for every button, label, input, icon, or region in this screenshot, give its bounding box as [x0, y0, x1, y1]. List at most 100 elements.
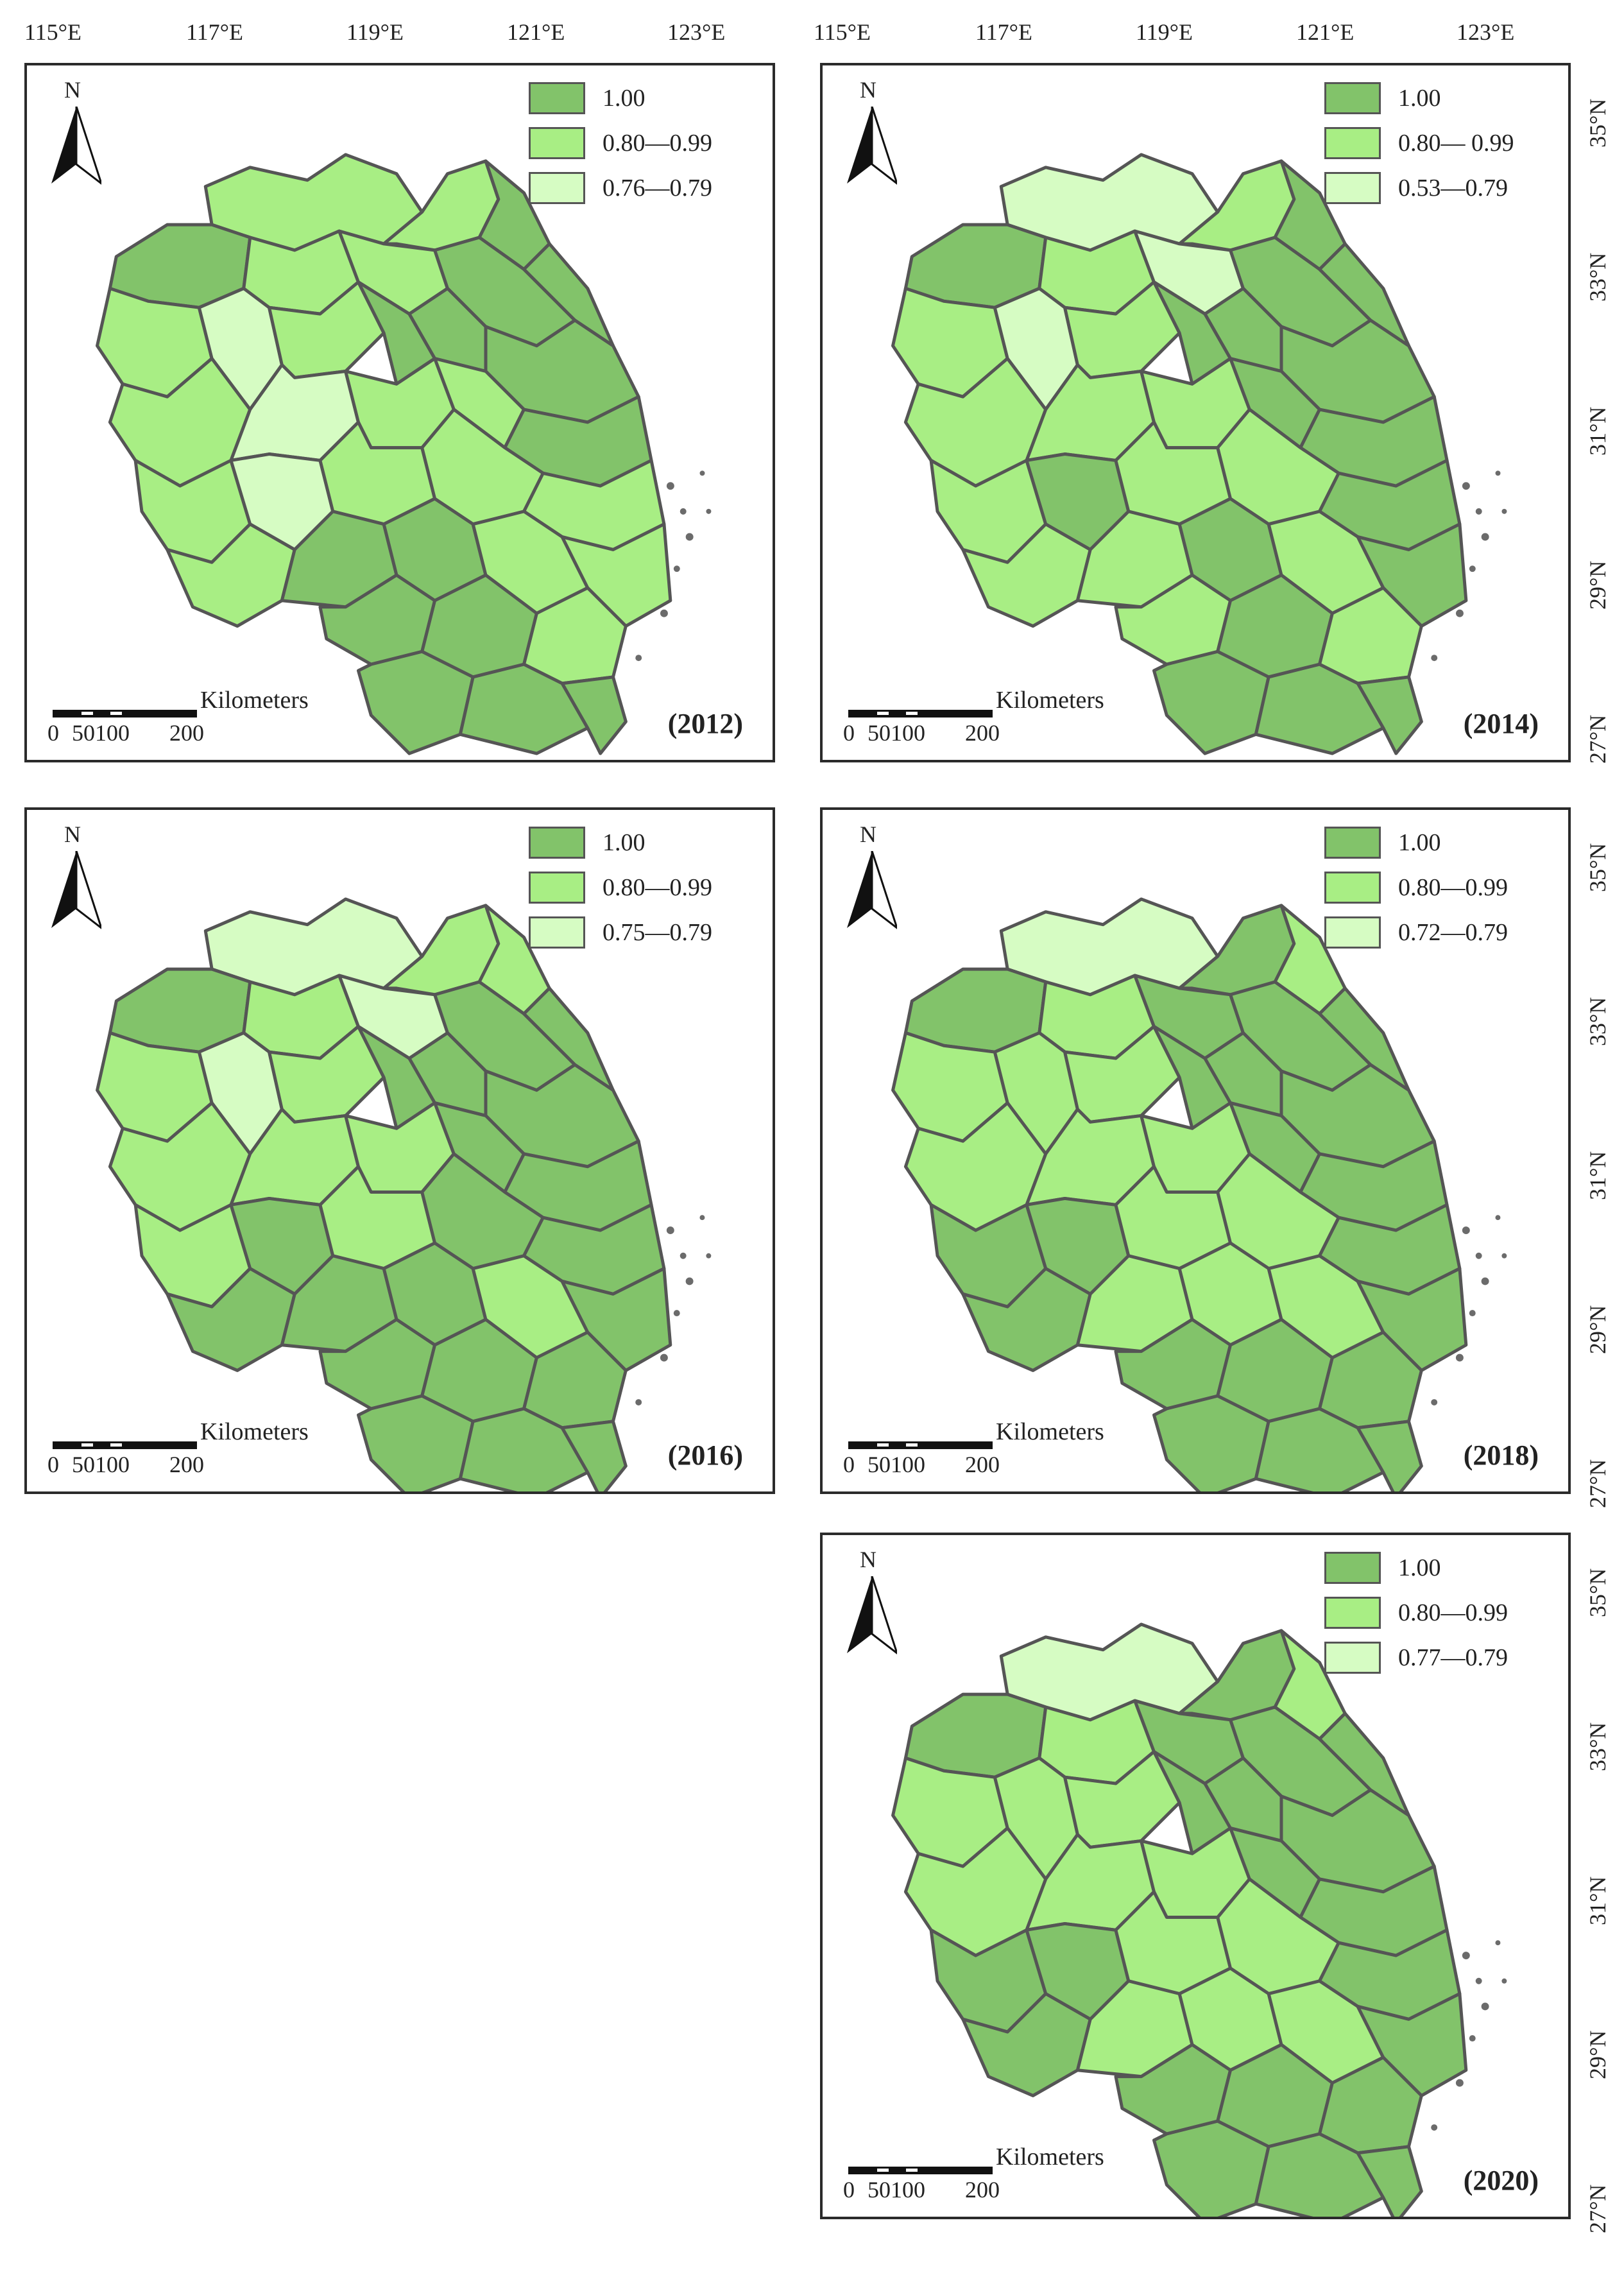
scale-unit: Kilometers — [996, 687, 1104, 714]
legend-label: 1.00 — [603, 85, 645, 112]
north-arrow-icon — [847, 107, 897, 185]
scale-unit: Kilometers — [200, 687, 309, 714]
legend-item: 0.72—0.79 — [1324, 911, 1555, 956]
scale-bar-line — [53, 1441, 197, 1449]
latitude-label: 33°N — [1585, 252, 1611, 302]
legend-label: 0.53—0.79 — [1398, 175, 1508, 202]
scale-bar: Kilometers 0 50100 200 — [843, 1411, 1208, 1477]
year-label: (2018) — [1463, 1439, 1539, 1471]
legend-item: 0.80— 0.99 — [1324, 122, 1555, 167]
legend-item: 1.00 — [529, 821, 760, 866]
legend-swatch — [1324, 1552, 1381, 1584]
north-arrow: N — [51, 77, 103, 205]
scale-label: 0 — [843, 1452, 855, 1477]
latitude-label: 33°N — [1585, 1722, 1611, 1771]
latitude-label: 31°N — [1585, 1876, 1611, 1925]
legend-label: 0.80—0.99 — [1398, 1599, 1508, 1626]
legend-label: 0.80—0.99 — [603, 874, 712, 901]
legend-swatch — [1324, 1597, 1381, 1629]
scale-bar-line — [848, 2167, 993, 2174]
choropleth-map — [96, 897, 712, 1491]
scale-label: 0 — [843, 2177, 855, 2203]
region-polygon — [458, 1407, 590, 1491]
region-polygon — [1254, 662, 1385, 755]
scale-label: 200 — [169, 720, 204, 746]
legend-swatch — [1324, 872, 1381, 904]
region-polygon — [1318, 1712, 1410, 1817]
legend-label: 0.75—0.79 — [603, 919, 712, 946]
scale-label: 50100 — [72, 720, 130, 746]
choropleth-map — [891, 153, 1507, 755]
scale-unit: Kilometers — [996, 2144, 1104, 2170]
legend-item: 0.53—0.79 — [1324, 167, 1555, 212]
north-arrow-icon — [51, 107, 101, 185]
scale-label: 0 — [47, 720, 59, 746]
legend-swatch — [529, 127, 585, 159]
north-arrow-icon — [51, 851, 101, 929]
longitude-label: 115°E — [24, 19, 82, 45]
scale-label: 200 — [965, 2177, 1000, 2203]
scale-label: 200 — [965, 720, 1000, 746]
legend: 1.00 0.80—0.99 0.75—0.79 — [529, 821, 760, 956]
longitude-label: 119°E — [346, 19, 404, 45]
longitude-label: 117°E — [975, 19, 1033, 45]
north-label: N — [860, 1547, 876, 1572]
scale-label: 50100 — [72, 1452, 130, 1477]
scale-label: 200 — [169, 1452, 204, 1477]
year-label: (2020) — [1463, 2165, 1539, 2196]
scale-label: 50100 — [868, 2177, 925, 2203]
region-polygon — [1356, 1420, 1423, 1491]
legend: 1.00 0.80—0.99 0.72—0.79 — [1324, 821, 1555, 956]
latitude-label: 27°N — [1585, 1459, 1611, 1508]
legend-label: 1.00 — [603, 829, 645, 856]
scale-bar-line — [53, 710, 197, 717]
legend-label: 1.00 — [1398, 1554, 1441, 1581]
legend-swatch — [1324, 916, 1381, 949]
legend-label: 0.72—0.79 — [1398, 919, 1508, 946]
latitude-label: 29°N — [1585, 2030, 1611, 2079]
map-panel-2014: N 1.00 0.80— 0.99 0.53—0.79 Kilometers 0… — [820, 63, 1571, 762]
latitude-label: 31°N — [1585, 406, 1611, 456]
legend-item: 0.80—0.99 — [529, 866, 760, 911]
north-arrow-icon — [847, 1576, 897, 1654]
legend-swatch — [1324, 1642, 1381, 1674]
latitude-label: 31°N — [1585, 1151, 1611, 1200]
north-arrow: N — [847, 821, 898, 950]
legend-item: 0.80—0.99 — [1324, 866, 1555, 911]
legend-label: 0.80—0.99 — [1398, 874, 1508, 901]
scale-unit: Kilometers — [996, 1418, 1104, 1445]
longitude-label: 119°E — [1136, 19, 1193, 45]
latitude-label: 35°N — [1585, 98, 1611, 148]
north-arrow: N — [847, 77, 898, 205]
legend-item: 1.00 — [529, 77, 760, 122]
scale-label: 0 — [843, 720, 855, 746]
legend-swatch — [529, 172, 585, 204]
longitude-label: 121°E — [507, 19, 565, 45]
region-polygon — [1254, 1407, 1385, 1491]
scale-bar-line — [848, 1441, 993, 1449]
region-polygon — [560, 675, 628, 755]
north-arrow: N — [847, 1547, 898, 1675]
scale-bar: Kilometers 0 50100 200 — [47, 1411, 412, 1477]
longitude-label: 115°E — [814, 19, 871, 45]
legend: 1.00 0.80—0.99 0.77—0.79 — [1324, 1547, 1555, 1681]
region-polygon — [458, 662, 590, 755]
legend-label: 0.77—0.79 — [1398, 1644, 1508, 1671]
legend: 1.00 0.80—0.99 0.76—0.79 — [529, 77, 760, 212]
north-label: N — [860, 77, 876, 103]
legend-label: 0.80—0.99 — [603, 130, 712, 157]
scale-bar: Kilometers 0 50100 200 — [843, 2136, 1208, 2203]
choropleth-map — [891, 1622, 1507, 2217]
legend-swatch — [529, 827, 585, 859]
region-polygon — [1318, 986, 1410, 1092]
year-label: (2016) — [667, 1439, 743, 1471]
coastal-islands — [1431, 1215, 1507, 1406]
longitude-label: 117°E — [186, 19, 244, 45]
legend-swatch — [1324, 82, 1381, 114]
scale-unit: Kilometers — [200, 1418, 309, 1445]
north-label: N — [64, 821, 81, 847]
legend-item: 0.80—0.99 — [1324, 1592, 1555, 1637]
